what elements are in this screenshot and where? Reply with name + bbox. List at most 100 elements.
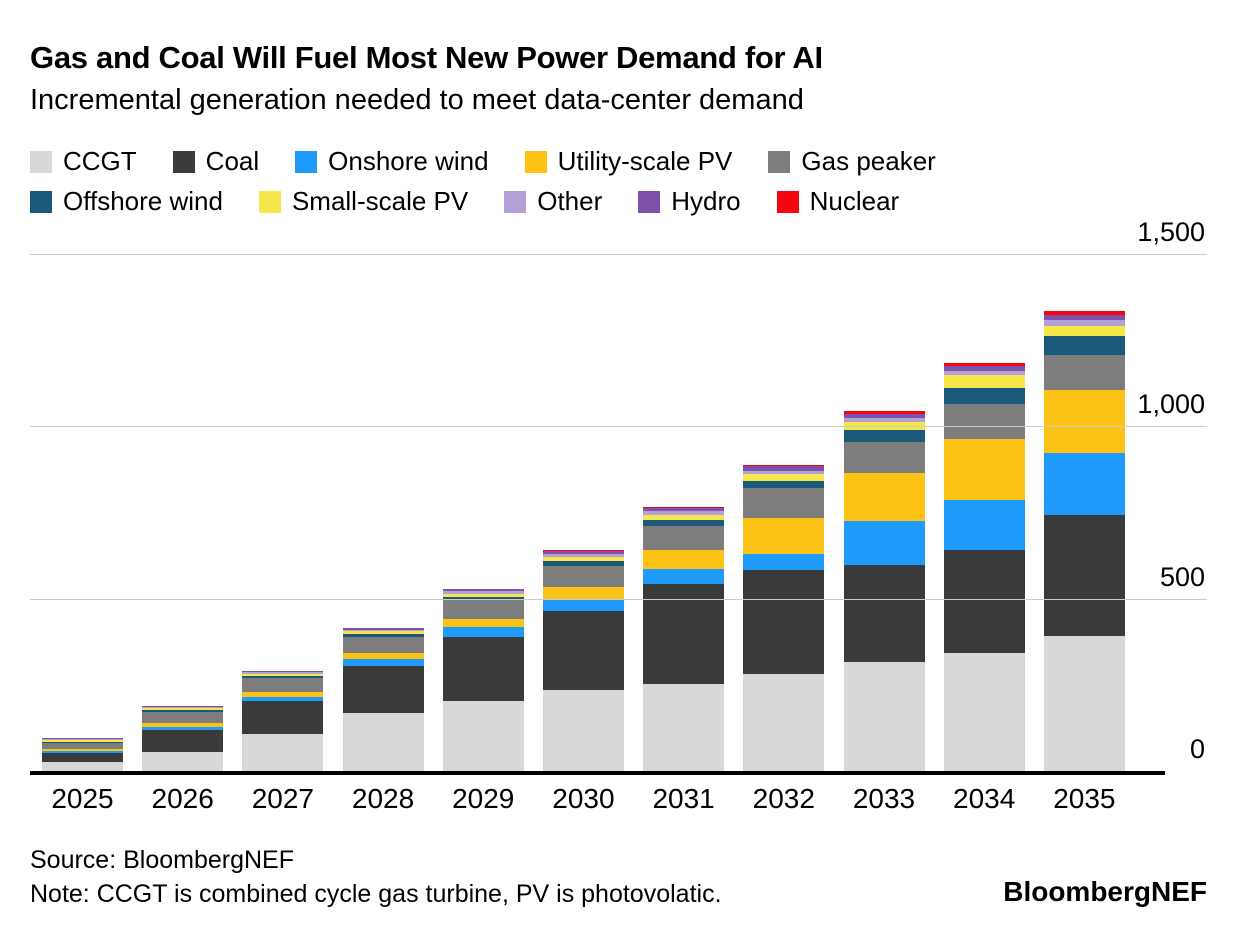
legend-label: Other [537, 186, 603, 216]
bar-2035 [1043, 311, 1125, 772]
legend-swatch-small-scale-pv [258, 190, 281, 213]
bar-segment-onshore-wind [643, 569, 725, 584]
bar-2027 [242, 670, 324, 772]
bar-segment-utility-scale-pv [943, 439, 1025, 500]
y-tick-label: 500 [1159, 561, 1205, 592]
legend-item-ccgt: CCGT [30, 146, 137, 177]
legend-item-nuclear: Nuclear [776, 186, 900, 217]
bar-segment-offshore-wind [1043, 336, 1125, 356]
bar-segment-hydro [943, 365, 1025, 371]
bar-segment-small-scale-pv [442, 593, 524, 597]
legend-label: Onshore wind [328, 146, 489, 176]
bar-segment-other [442, 591, 524, 594]
x-tick-label: 2035 [1053, 783, 1116, 814]
bar-segment-utility-scale-pv [643, 550, 725, 570]
bar-segment-nuclear [542, 550, 624, 551]
bar-segment-coal [142, 729, 224, 752]
bar-segment-gas-peaker [643, 525, 725, 551]
legend-item-coal: Coal [172, 146, 260, 177]
bar-segment-coal [342, 665, 424, 713]
bar-segment-gas-peaker [1043, 355, 1125, 390]
bar-segment-ccgt [142, 752, 224, 772]
bar-segment-offshore-wind [743, 480, 825, 489]
bar-segment-onshore-wind [843, 521, 925, 566]
bar-segment-nuclear [643, 506, 725, 508]
bar-segment-gas-peaker [542, 565, 624, 587]
bar-segment-offshore-wind [542, 560, 624, 566]
bar-segment-coal [843, 565, 925, 662]
gridline-1000 [30, 426, 1207, 428]
bar-segment-offshore-wind [643, 519, 725, 526]
x-tick-label: 2033 [852, 783, 916, 814]
bar-segment-hydro [342, 627, 424, 630]
bar-segment-gas-peaker [242, 677, 324, 693]
legend: CCGT Coal Onshore wind Utility-scale PV Gas … [30, 146, 1030, 217]
x-tick-label: 2034 [953, 783, 1016, 814]
legend-swatch-ccgt [30, 150, 52, 173]
bar-segment-offshore-wind [843, 430, 925, 442]
bar-segment-offshore-wind [242, 675, 324, 678]
legend-item-offshore-wind: Offshore wind [30, 186, 223, 217]
bar-segment-hydro [643, 507, 725, 512]
bar-segment-other [142, 707, 224, 709]
bar-segment-offshore-wind [442, 596, 524, 601]
bar-2028 [342, 627, 424, 772]
bar-segment-other [342, 629, 424, 632]
bar-segment-offshore-wind [142, 710, 224, 712]
legend-label: Coal [205, 146, 260, 176]
bar-segment-onshore-wind [542, 599, 624, 611]
legend-label: Gas peaker [801, 146, 936, 176]
bar-segment-ccgt [943, 653, 1025, 772]
legend-swatch-gas-peaker [768, 150, 791, 173]
bar-segment-coal [1043, 515, 1125, 636]
chart-subtitle: Incremental generation needed to meet da… [30, 84, 804, 116]
bar-segment-utility-scale-pv [843, 472, 925, 522]
brand-logo: BloombergNEF [1003, 876, 1207, 907]
bar-segment-small-scale-pv [743, 474, 825, 481]
legend-label: Offshore wind [63, 186, 223, 216]
bar-segment-hydro [1043, 314, 1125, 321]
bar-2031 [643, 506, 725, 772]
bar-segment-gas-peaker [743, 488, 825, 518]
bar-segment-ccgt [42, 761, 123, 772]
x-tick-label: 2026 [151, 783, 214, 814]
y-tick-label: 0 [1189, 734, 1205, 764]
legend-item-onshore-wind: Onshore wind [295, 146, 489, 177]
bar-2032 [743, 464, 825, 772]
bar-segment-coal [943, 549, 1025, 654]
bar-2030 [542, 550, 624, 772]
bar-segment-gas-peaker [943, 404, 1025, 440]
bar-segment-utility-scale-pv [242, 692, 324, 697]
bar-segment-utility-scale-pv [542, 586, 624, 600]
x-tick-label: 2031 [652, 783, 715, 814]
gridline-500 [30, 598, 1207, 600]
bar-segment-gas-peaker [342, 636, 424, 654]
bar-segment-hydro [142, 706, 224, 708]
bar-segment-small-scale-pv [843, 421, 925, 431]
footnote: Note: CCGT is combined cycle gas turbine… [30, 880, 722, 908]
bar-segment-onshore-wind [743, 553, 825, 571]
legend-swatch-onshore-wind [295, 150, 318, 173]
y-tick-label: 1,000 [1137, 389, 1205, 420]
legend-swatch-coal [172, 150, 195, 173]
bar-segment-offshore-wind [943, 387, 1025, 405]
plot-area: 0 500 1,000 1,500 [30, 219, 1207, 775]
legend-swatch-offshore-wind [30, 190, 52, 213]
bars-area [42, 255, 1125, 772]
bar-segment-ccgt [542, 690, 624, 772]
legend-item-hydro: Hydro [638, 186, 741, 217]
bar-segment-other [743, 470, 825, 475]
bar-segment-small-scale-pv [342, 631, 424, 635]
bar-2033 [843, 411, 925, 772]
bar-segment-gas-peaker [142, 711, 224, 724]
bar-segment-onshore-wind [342, 659, 424, 666]
bar-segment-ccgt [442, 701, 524, 772]
x-tick-label: 2028 [351, 783, 415, 814]
legend-item-other: Other [504, 186, 602, 217]
source-note: Source: BloombergNEF [30, 846, 295, 874]
bar-segment-ccgt [743, 673, 825, 772]
bar-segment-other [542, 553, 624, 557]
bar-segment-coal [643, 583, 725, 685]
legend-label: Nuclear [809, 186, 900, 216]
bar-segment-ccgt [1043, 635, 1125, 772]
